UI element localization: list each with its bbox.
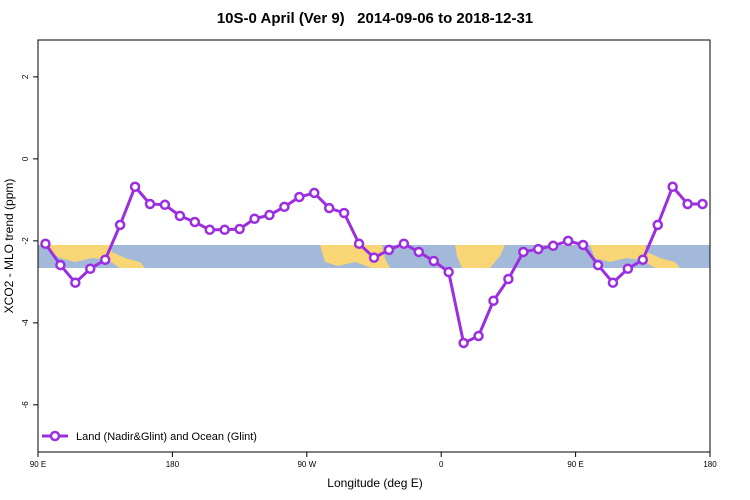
data-point <box>99 254 111 265</box>
data-point <box>533 243 544 255</box>
data-point <box>294 191 305 203</box>
data-point <box>682 198 693 210</box>
data-point <box>323 202 335 214</box>
data-point <box>503 273 514 285</box>
data-point <box>607 277 619 288</box>
chart-title: 10S-0 April (Ver 9) 2014-09-06 to 2018-1… <box>217 10 533 27</box>
y-tick-label: -2 <box>21 237 30 245</box>
data-point <box>55 259 66 271</box>
x-tick-label: 90 E <box>567 460 583 469</box>
y-tick-label: 0 <box>21 156 30 161</box>
x-tick-label: 90 W <box>297 460 316 469</box>
plot-frame <box>37 39 711 453</box>
x-tick-label: 180 <box>166 460 180 469</box>
data-point <box>338 207 350 219</box>
data-point <box>458 337 469 349</box>
data-point <box>249 213 260 224</box>
data-point <box>144 198 156 210</box>
data-point <box>40 238 51 249</box>
legend-marker <box>49 430 61 442</box>
y-tick-label: 2 <box>21 74 30 79</box>
data-point <box>129 181 141 193</box>
data-point <box>428 255 439 267</box>
data-point <box>667 181 678 193</box>
data-point <box>368 252 380 263</box>
data-point <box>204 224 215 236</box>
land-patch <box>50 245 145 268</box>
data-point <box>114 219 126 231</box>
data-point <box>234 223 245 235</box>
x-tick-label: 90 E <box>30 460 46 469</box>
x-axis-label: Longitude (deg E) <box>327 476 422 490</box>
data-point <box>413 246 425 258</box>
data-point <box>70 277 81 288</box>
data-point <box>473 330 484 342</box>
data-point <box>279 201 290 213</box>
data-point <box>85 263 96 275</box>
data-point <box>309 187 320 199</box>
legend-label: Land (Nadir&Glint) and Ocean (Glint) <box>76 431 257 443</box>
data-point <box>697 198 708 210</box>
data-point <box>189 216 201 228</box>
data-point <box>547 240 559 252</box>
data-point <box>562 235 574 247</box>
land-patch <box>455 245 505 268</box>
land-patch <box>590 245 680 268</box>
data-point <box>577 239 589 251</box>
data-point <box>488 295 499 306</box>
data-point <box>592 259 604 271</box>
data-point <box>353 238 365 249</box>
data-point <box>219 224 230 236</box>
legend: Land (Nadir&Glint) and Ocean (Glint) <box>42 430 257 443</box>
data-point <box>159 199 171 211</box>
y-tick-label: -4 <box>21 319 30 327</box>
data-point <box>398 238 410 249</box>
x-tick-label: 180 <box>703 460 717 469</box>
data-point <box>637 254 649 265</box>
y-axis-label: XCO2 - MLO trend (ppm) <box>2 179 16 314</box>
data-point <box>264 209 275 221</box>
data-point <box>383 244 395 256</box>
x-tick-label: 0 <box>439 460 444 469</box>
data-point <box>622 263 634 275</box>
y-tick-label: -6 <box>21 401 30 409</box>
data-point <box>652 219 663 231</box>
data-point <box>518 246 529 258</box>
data-point <box>174 210 186 222</box>
data-point <box>443 266 454 278</box>
